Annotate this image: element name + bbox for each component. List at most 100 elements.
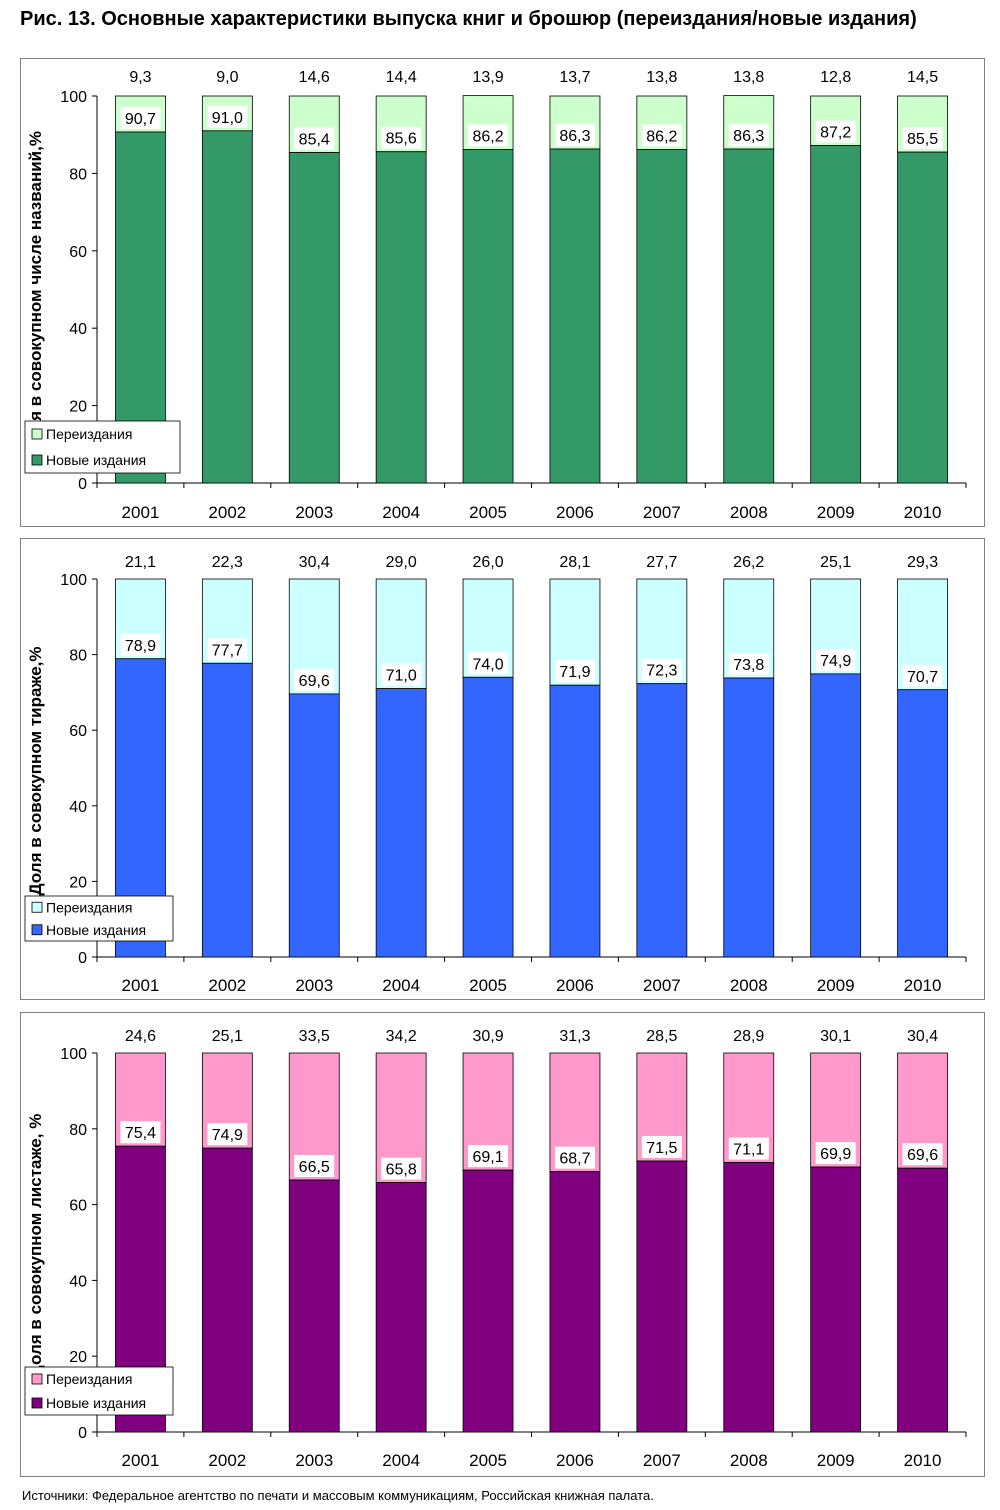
y-tick-label: 20 bbox=[69, 399, 87, 416]
data-label-new-bg bbox=[381, 126, 422, 149]
data-label-new-bg bbox=[207, 1123, 248, 1146]
data-label-new: 74,9 bbox=[212, 1127, 243, 1144]
x-tick-label: 2009 bbox=[817, 976, 855, 995]
data-label-reprint: 29,0 bbox=[386, 554, 417, 571]
x-tick-label: 2003 bbox=[295, 976, 333, 995]
x-tick-label: 2002 bbox=[208, 503, 246, 522]
x-tick-label: 2001 bbox=[122, 1451, 160, 1470]
data-label-reprint: 28,1 bbox=[559, 554, 590, 571]
x-tick-label: 2004 bbox=[382, 503, 420, 522]
bar-new bbox=[375, 1182, 427, 1433]
data-label-new: 74,0 bbox=[472, 656, 503, 673]
data-label-new: 71,9 bbox=[559, 664, 590, 681]
data-label-new: 90,7 bbox=[125, 111, 156, 128]
data-label-reprint: 13,8 bbox=[733, 69, 764, 86]
data-label-new: 72,3 bbox=[646, 663, 677, 680]
legend-label: Новые издания bbox=[46, 1395, 146, 1411]
x-tick-label: 2010 bbox=[904, 1451, 942, 1470]
chart-svg: 0 20 40 60 80 100 Доля в совокупном листаже, %… bbox=[24, 1028, 967, 1470]
data-label-new: 86,3 bbox=[733, 128, 764, 145]
data-label-new-bg bbox=[120, 633, 161, 656]
x-tick-label: 2006 bbox=[556, 976, 594, 995]
y-tick-label: 60 bbox=[69, 723, 87, 740]
data-label-new-bg bbox=[902, 664, 943, 687]
x-tick-label: 2007 bbox=[643, 1451, 681, 1470]
bar-new bbox=[723, 148, 775, 484]
y-tick-label: 100 bbox=[60, 1046, 87, 1063]
x-tick-label: 2008 bbox=[730, 976, 768, 995]
data-label-new-bg bbox=[815, 1142, 856, 1165]
bar-new bbox=[288, 152, 340, 484]
x-tick-label: 2008 bbox=[730, 1451, 768, 1470]
data-label-reprint: 29,3 bbox=[907, 554, 938, 571]
bar-new bbox=[462, 676, 514, 958]
bar-new bbox=[810, 145, 862, 484]
data-label-new-bg bbox=[554, 124, 595, 147]
legend-box bbox=[24, 1366, 174, 1416]
y-tick-label: 0 bbox=[78, 1425, 87, 1442]
data-label-new: 73,8 bbox=[733, 657, 764, 674]
data-label-reprint: 34,2 bbox=[386, 1028, 417, 1045]
bar-new bbox=[897, 689, 948, 958]
data-label-new: 75,4 bbox=[125, 1125, 156, 1142]
data-label-new-bg bbox=[641, 658, 682, 681]
data-label-new-bg bbox=[554, 660, 595, 683]
x-tick-label: 2005 bbox=[469, 976, 507, 995]
data-label-new-bg bbox=[815, 648, 856, 671]
data-label-reprint: 33,5 bbox=[299, 1028, 330, 1045]
data-label-new-bg bbox=[294, 127, 335, 150]
data-label-new-bg bbox=[641, 124, 682, 147]
y-tick-label: 80 bbox=[69, 166, 87, 183]
y-tick-label: 80 bbox=[69, 1122, 87, 1139]
data-label-new: 85,4 bbox=[299, 132, 330, 149]
data-label-new-bg bbox=[381, 663, 422, 686]
data-label-new: 69,1 bbox=[472, 1149, 503, 1166]
data-label-new: 74,9 bbox=[820, 653, 851, 670]
x-tick-label: 2005 bbox=[469, 1451, 507, 1470]
y-tick-label: 0 bbox=[78, 950, 87, 967]
data-label-new: 69,6 bbox=[299, 673, 330, 690]
data-label-new: 71,1 bbox=[733, 1142, 764, 1159]
y-tick-label: 20 bbox=[69, 1349, 87, 1366]
data-label-reprint: 14,6 bbox=[299, 69, 330, 86]
bar-new bbox=[723, 677, 775, 958]
data-label-reprint: 26,2 bbox=[733, 554, 764, 571]
x-tick-label: 2006 bbox=[556, 1451, 594, 1470]
legend-box bbox=[24, 895, 174, 942]
chart-sheets-share: 0 20 40 60 80 100 Доля в совокупном листаже, %… bbox=[20, 1012, 985, 1477]
data-label-reprint: 25,1 bbox=[820, 554, 851, 571]
data-label-new-bg bbox=[468, 1145, 509, 1168]
legend-label: Переиздания bbox=[46, 899, 132, 915]
bar-new bbox=[636, 683, 688, 958]
bar-new bbox=[288, 1179, 340, 1433]
x-tick-label: 2003 bbox=[295, 1451, 333, 1470]
legend-swatch bbox=[31, 901, 43, 913]
y-tick-label: 0 bbox=[78, 476, 87, 493]
y-tick-label: 40 bbox=[69, 1273, 87, 1290]
chart-print-run-share: 0 20 40 60 80 100 Доля в совокупном тираже,% 20… bbox=[20, 538, 985, 1000]
legend-swatch bbox=[31, 454, 43, 466]
data-label-new: 66,5 bbox=[299, 1159, 330, 1176]
data-label-new-bg bbox=[554, 1146, 595, 1169]
data-label-new-bg bbox=[641, 1136, 682, 1159]
data-label-reprint: 30,1 bbox=[820, 1028, 851, 1045]
bar-new bbox=[201, 130, 253, 484]
data-label-reprint: 12,8 bbox=[820, 69, 851, 86]
data-label-new-bg bbox=[207, 638, 248, 661]
data-label-reprint: 31,3 bbox=[559, 1028, 590, 1045]
bar-new bbox=[636, 149, 688, 484]
bar-new bbox=[462, 149, 514, 484]
data-label-reprint: 30,9 bbox=[472, 1028, 503, 1045]
y-axis-title: Доля в совокупном тираже,% bbox=[26, 646, 45, 895]
legend-swatch bbox=[31, 1373, 43, 1385]
data-label-reprint: 27,7 bbox=[646, 554, 677, 571]
bar-new bbox=[723, 1162, 775, 1433]
x-tick-label: 2004 bbox=[382, 1451, 420, 1470]
y-tick-label: 80 bbox=[69, 648, 87, 665]
x-tick-label: 2007 bbox=[643, 976, 681, 995]
legend-swatch bbox=[31, 428, 43, 440]
data-label-new: 69,6 bbox=[907, 1147, 938, 1164]
data-label-reprint: 21,1 bbox=[125, 554, 156, 571]
data-label-new-bg bbox=[902, 127, 943, 150]
data-label-reprint: 22,3 bbox=[212, 554, 243, 571]
